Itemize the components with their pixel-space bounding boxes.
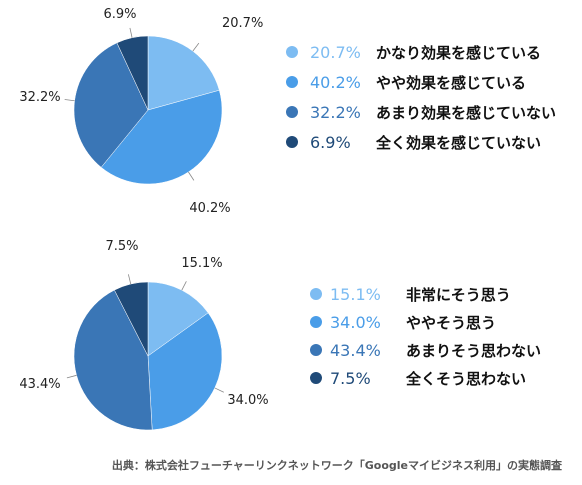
leader-line-1 <box>181 281 187 291</box>
leader-line-4 <box>128 274 132 285</box>
legend-label-4: 全くそう思わない <box>405 370 526 388</box>
legend-marker-3 <box>310 344 322 356</box>
legend-marker-1 <box>310 288 322 300</box>
legend-marker-3 <box>286 106 298 118</box>
pie-chart-effect: 20.7% 40.2% 32.2% 6.9% <box>19 7 263 216</box>
legend-label-4: 全く効果を感じていない <box>375 134 541 152</box>
legend-label-2: ややそう思う <box>406 314 496 332</box>
slice-label-4: 6.9% <box>103 7 136 22</box>
pie-slice-1 <box>147 281 209 357</box>
legend-marker-1 <box>286 46 298 58</box>
leader-line-2 <box>214 387 224 393</box>
pie-slice-4 <box>116 35 149 111</box>
leader-line-4 <box>129 27 133 38</box>
legend-marker-4 <box>310 372 322 384</box>
pie-slice-2 <box>100 89 223 185</box>
slice-label-4: 7.5% <box>105 239 138 254</box>
legend-value-1: 15.1% <box>330 285 381 304</box>
legend-marker-4 <box>286 136 298 148</box>
slice-label-3: 32.2% <box>19 90 60 105</box>
legend-opinion: 15.1% 非常にそう思う 34.0% ややそう思う 43.4% あまりそう思わない 7.5… <box>310 285 541 388</box>
leader-line-2 <box>188 171 195 181</box>
slice-label-1: 15.1% <box>181 256 222 271</box>
legend-value-1: 20.7% <box>310 43 361 62</box>
legend-label-3: あまり効果を感じていない <box>376 104 556 122</box>
slice-label-3: 43.4% <box>19 377 60 392</box>
legend-label-2: やや効果を感じている <box>376 74 526 92</box>
pie-slice-2 <box>147 312 223 431</box>
legend-marker-2 <box>310 316 322 328</box>
legend-value-4: 7.5% <box>330 369 371 388</box>
legend-value-3: 43.4% <box>330 341 381 360</box>
legend-value-2: 34.0% <box>330 313 381 332</box>
legend-label-1: 非常にそう思う <box>406 286 511 304</box>
legend-label-3: あまりそう思わない <box>406 342 541 360</box>
slice-label-1: 20.7% <box>222 16 263 31</box>
pie-slice-4 <box>114 281 149 357</box>
leader-line-1 <box>192 42 200 52</box>
source-note: 出典：株式会社フューチャーリンクネットワーク「Googleマイビジネス利用」の実… <box>112 458 562 472</box>
pie-chart-opinion: 15.1% 34.0% 43.4% 7.5% <box>19 239 269 431</box>
leader-line-3 <box>66 374 77 379</box>
leader-line-3 <box>64 99 75 102</box>
slice-label-2: 40.2% <box>189 201 230 216</box>
legend-value-3: 32.2% <box>310 103 361 122</box>
legend-label-1: かなり効果を感じている <box>376 44 541 62</box>
legend-value-4: 6.9% <box>310 133 351 152</box>
legend-marker-2 <box>286 76 298 88</box>
pie-slice-3 <box>73 42 149 168</box>
legend-effect: 20.7% かなり効果を感じている 40.2% やや効果を感じている 32.2% あまり効… <box>286 43 556 152</box>
slice-label-2: 34.0% <box>227 393 268 408</box>
legend-value-2: 40.2% <box>310 73 361 92</box>
pie-slice-3 <box>73 289 153 431</box>
